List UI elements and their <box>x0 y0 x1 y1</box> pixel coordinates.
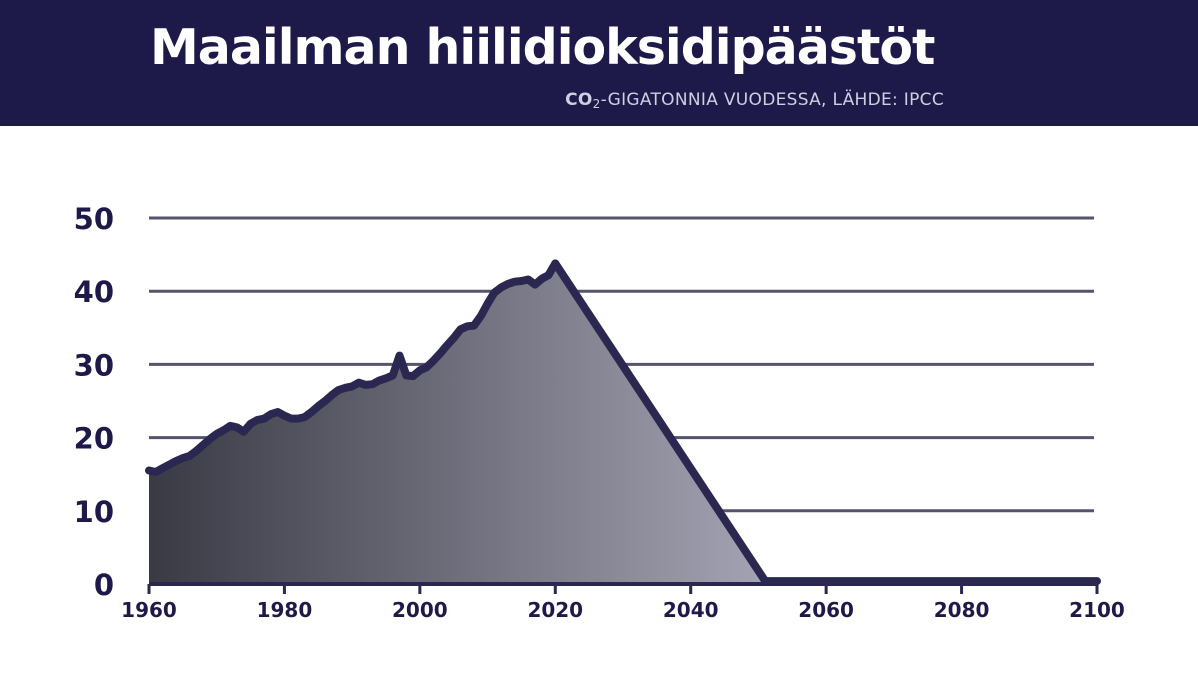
x-tick-label: 2100 <box>1069 598 1125 622</box>
data-point-1978 <box>269 412 273 416</box>
data-point-2016 <box>526 277 530 281</box>
y-tick-label: 30 <box>74 348 114 382</box>
data-point-1970 <box>215 432 219 436</box>
data-point-1963 <box>167 463 171 467</box>
data-point-1979 <box>276 410 280 414</box>
data-point-2005 <box>452 336 456 340</box>
data-point-1962 <box>161 466 165 470</box>
data-point-2010 <box>486 302 490 306</box>
data-point-1983 <box>303 415 307 419</box>
data-point-2009 <box>479 314 483 318</box>
data-point-1982 <box>296 417 300 421</box>
data-point-2020 <box>553 261 557 265</box>
data-points <box>147 261 1099 583</box>
data-point-1975 <box>249 422 253 426</box>
y-tick-label: 20 <box>74 422 114 456</box>
data-point-1990 <box>350 384 354 388</box>
data-point-2017 <box>533 283 537 287</box>
data-point-2004 <box>445 343 449 347</box>
x-tick-label: 2080 <box>934 598 990 622</box>
x-tick-label: 2000 <box>392 598 448 622</box>
data-point-2006 <box>458 327 462 331</box>
data-point-1986 <box>323 399 327 403</box>
data-point-1977 <box>262 417 266 421</box>
data-point-1960 <box>147 469 151 473</box>
data-point-1976 <box>255 418 259 422</box>
data-point-1994 <box>377 379 381 383</box>
data-point-2015 <box>519 279 523 283</box>
data-point-1984 <box>310 410 314 414</box>
subtitle-unit-source: -GIGATONNIA VUODESSA, LÄHDE: IPCC <box>600 90 944 110</box>
x-tick-label: 1980 <box>257 598 313 622</box>
subtitle-co2: CO <box>565 90 593 110</box>
y-tick-label: 10 <box>74 495 114 529</box>
x-tick-label: 1960 <box>121 598 177 622</box>
data-point-2014 <box>513 280 517 284</box>
data-point-1980 <box>282 414 286 418</box>
data-point-1991 <box>357 381 361 385</box>
y-tick-label: 0 <box>94 568 114 602</box>
x-tick-label: 2040 <box>663 598 719 622</box>
x-axis-ticks: 1960 1980 2000 2020 2040 2060 2080 2100 <box>121 584 1125 622</box>
data-point-1965 <box>181 456 185 460</box>
data-point-1999 <box>411 374 415 378</box>
data-point-2000 <box>418 368 422 372</box>
data-point-1961 <box>154 470 158 474</box>
data-point-1993 <box>370 382 374 386</box>
data-point-2100 <box>1095 579 1099 583</box>
data-point-1971 <box>221 428 225 432</box>
data-point-1996 <box>391 373 395 377</box>
data-point-1968 <box>201 443 205 447</box>
data-point-1998 <box>404 373 408 377</box>
data-point-1974 <box>242 430 246 434</box>
data-point-2013 <box>506 282 510 286</box>
data-point-1992 <box>364 383 368 387</box>
data-point-2012 <box>499 286 503 290</box>
data-point-2018 <box>540 277 544 281</box>
data-point-1973 <box>235 425 239 429</box>
data-point-1989 <box>343 386 347 390</box>
y-axis-ticks: 0 10 20 30 40 50 <box>74 202 114 602</box>
data-point-2007 <box>465 324 469 328</box>
data-point-1995 <box>384 376 388 380</box>
data-point-2011 <box>492 291 496 295</box>
data-point-1966 <box>188 454 192 458</box>
data-point-1967 <box>194 449 198 453</box>
y-tick-label: 50 <box>74 202 114 236</box>
x-tick-label: 2060 <box>798 598 854 622</box>
y-tick-label: 40 <box>74 275 114 309</box>
data-point-2051 <box>763 579 767 583</box>
data-point-1964 <box>174 459 178 463</box>
header-banner: Maailman hiilidioksidipäästöt CO2-GIGATO… <box>0 0 1198 126</box>
data-point-2019 <box>547 273 551 277</box>
data-point-1981 <box>289 417 293 421</box>
data-point-1988 <box>337 388 341 392</box>
data-point-2002 <box>431 359 435 363</box>
data-point-1972 <box>228 424 232 428</box>
data-point-2003 <box>438 351 442 355</box>
data-point-1997 <box>398 354 402 358</box>
chart-title: Maailman hiilidioksidipäästöt <box>150 19 935 76</box>
data-point-1987 <box>330 393 334 397</box>
data-point-1969 <box>208 437 212 441</box>
emissions-area <box>149 263 1097 584</box>
data-point-1985 <box>316 404 320 408</box>
chart-subtitle: CO2-GIGATONNIA VUODESSA, LÄHDE: IPCC <box>565 90 944 111</box>
data-point-2001 <box>425 365 429 369</box>
x-tick-label: 2020 <box>527 598 583 622</box>
data-point-2008 <box>472 324 476 328</box>
subtitle-co2-subscript: 2 <box>592 97 601 111</box>
